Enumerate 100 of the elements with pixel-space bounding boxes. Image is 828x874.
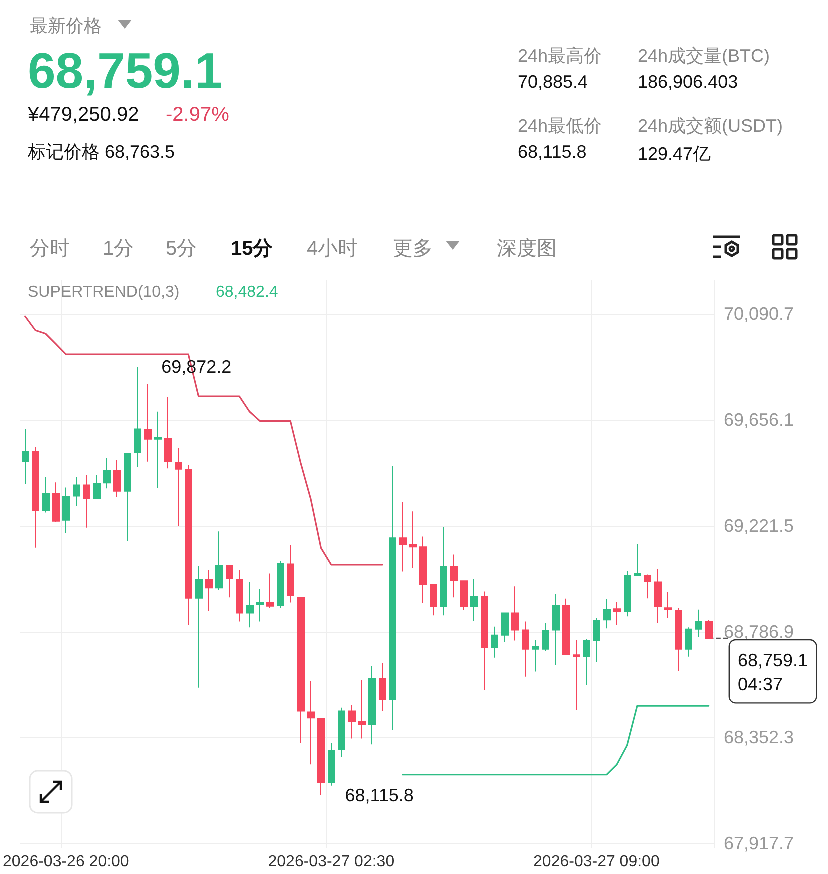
- text: 15分: [231, 237, 274, 262]
- x-tick-label: 2026-03-27 02:30: [268, 854, 395, 870]
- candlestick: [419, 536, 427, 604]
- candlestick: [705, 620, 713, 640]
- candlestick: [338, 707, 345, 758]
- text: 186,906.403: [638, 72, 738, 93]
- candlestick: [583, 638, 590, 686]
- candlestick: [215, 531, 223, 591]
- candlestick: [42, 476, 50, 514]
- y-tick-label: 67,917.7: [724, 834, 794, 854]
- text: -2.97%: [166, 104, 230, 127]
- candlestick: [317, 718, 325, 796]
- candlestick: [73, 476, 80, 507]
- annotation: 68,482.4: [216, 284, 278, 302]
- candlestick: [358, 680, 366, 740]
- candlestick: [134, 366, 141, 468]
- candlestick: [287, 544, 294, 604]
- candlestick: [32, 446, 39, 548]
- line-series: [402, 705, 710, 776]
- candlestick: [307, 680, 315, 766]
- text: 24h成交量(BTC): [638, 45, 770, 68]
- candlestick: [93, 475, 101, 500]
- candlestick: [675, 608, 682, 672]
- text: 1分: [103, 237, 134, 262]
- text: 最新价格: [30, 15, 102, 38]
- candlestick: [593, 618, 600, 662]
- text: 标记价格 68,763.5: [28, 141, 176, 164]
- candlestick: [695, 609, 702, 638]
- y-tick-label: 69,221.5: [724, 516, 794, 536]
- candlestick: [430, 584, 437, 616]
- candlestick: [154, 411, 162, 489]
- candlestick: [399, 502, 407, 572]
- ref-line-label: 68,759.1: [738, 650, 808, 671]
- candlestick: [297, 597, 305, 744]
- y-tick-label: 69,656.1: [724, 410, 794, 430]
- candlestick: [501, 612, 509, 643]
- y-tick-label: 68,352.3: [724, 728, 794, 748]
- x-tick-label: 2026-03-26 20:00: [3, 854, 130, 870]
- candlestick: [440, 526, 447, 616]
- candlestick: [685, 627, 692, 658]
- candlestick: [450, 554, 458, 598]
- candlestick: [175, 447, 182, 527]
- candlestick: [624, 570, 631, 618]
- candlestick: [328, 742, 335, 786]
- candlestick: [113, 460, 121, 498]
- annotation: 68,115.8: [345, 785, 414, 806]
- candlestick: [409, 511, 417, 569]
- candlestick: [236, 570, 243, 622]
- text: 4小时: [307, 237, 358, 262]
- candlestick: [644, 574, 651, 600]
- text: 24h最低价: [518, 115, 602, 138]
- text: ¥479,250.92: [28, 104, 140, 127]
- text: 70,885.4: [518, 72, 588, 93]
- annotation: SUPERTREND(10,3): [28, 284, 180, 302]
- candlestick: [266, 573, 274, 609]
- candlestick: [491, 626, 498, 658]
- candlestick: [532, 640, 539, 672]
- text: 深度图: [497, 237, 557, 262]
- candlestick: [562, 598, 570, 655]
- text: 5分: [166, 237, 198, 262]
- candlestick: [654, 568, 662, 624]
- text: 更多: [393, 237, 433, 262]
- candlestick: [103, 458, 111, 490]
- candlestick: [22, 428, 29, 485]
- candlestick: [379, 662, 386, 712]
- candlestick: [62, 487, 70, 534]
- candlestick: [634, 544, 641, 576]
- text: 68,759.1: [28, 42, 223, 100]
- text: 分时: [30, 237, 70, 262]
- candlestick: [613, 602, 621, 626]
- candlestick: [246, 582, 254, 628]
- candlestick: [664, 592, 672, 619]
- text: 24h最高价: [518, 45, 602, 68]
- candlestick: [552, 594, 560, 666]
- candlestick: [195, 566, 203, 688]
- candlestick: [226, 565, 233, 598]
- candlestick: [277, 561, 284, 609]
- candlestick: [368, 666, 376, 746]
- candlestick: [470, 578, 478, 622]
- candlestick: [389, 466, 396, 731]
- candlestick: [256, 588, 264, 622]
- candlestick: [603, 598, 611, 630]
- candlestick: [144, 384, 152, 462]
- candlestick: [164, 396, 172, 470]
- y-tick-label: 68,786.9: [724, 622, 794, 642]
- candlestick: [185, 464, 192, 626]
- candlestick: [481, 591, 488, 692]
- text: 24h成交额(USDT): [638, 115, 784, 138]
- candlestick: [205, 570, 213, 612]
- candlestick: [348, 704, 356, 740]
- text: 04:37: [738, 674, 784, 695]
- candlestick: [124, 453, 131, 542]
- x-tick-label: 2026-03-27 09:00: [534, 854, 660, 870]
- candlestick: [83, 475, 90, 528]
- y-tick-label: 70,090.7: [724, 304, 794, 324]
- candlestick: [542, 622, 549, 652]
- candlestick: [573, 640, 580, 711]
- text: 129.47亿: [638, 143, 712, 166]
- text: 68,115.8: [518, 142, 587, 163]
- line-series: [24, 316, 384, 566]
